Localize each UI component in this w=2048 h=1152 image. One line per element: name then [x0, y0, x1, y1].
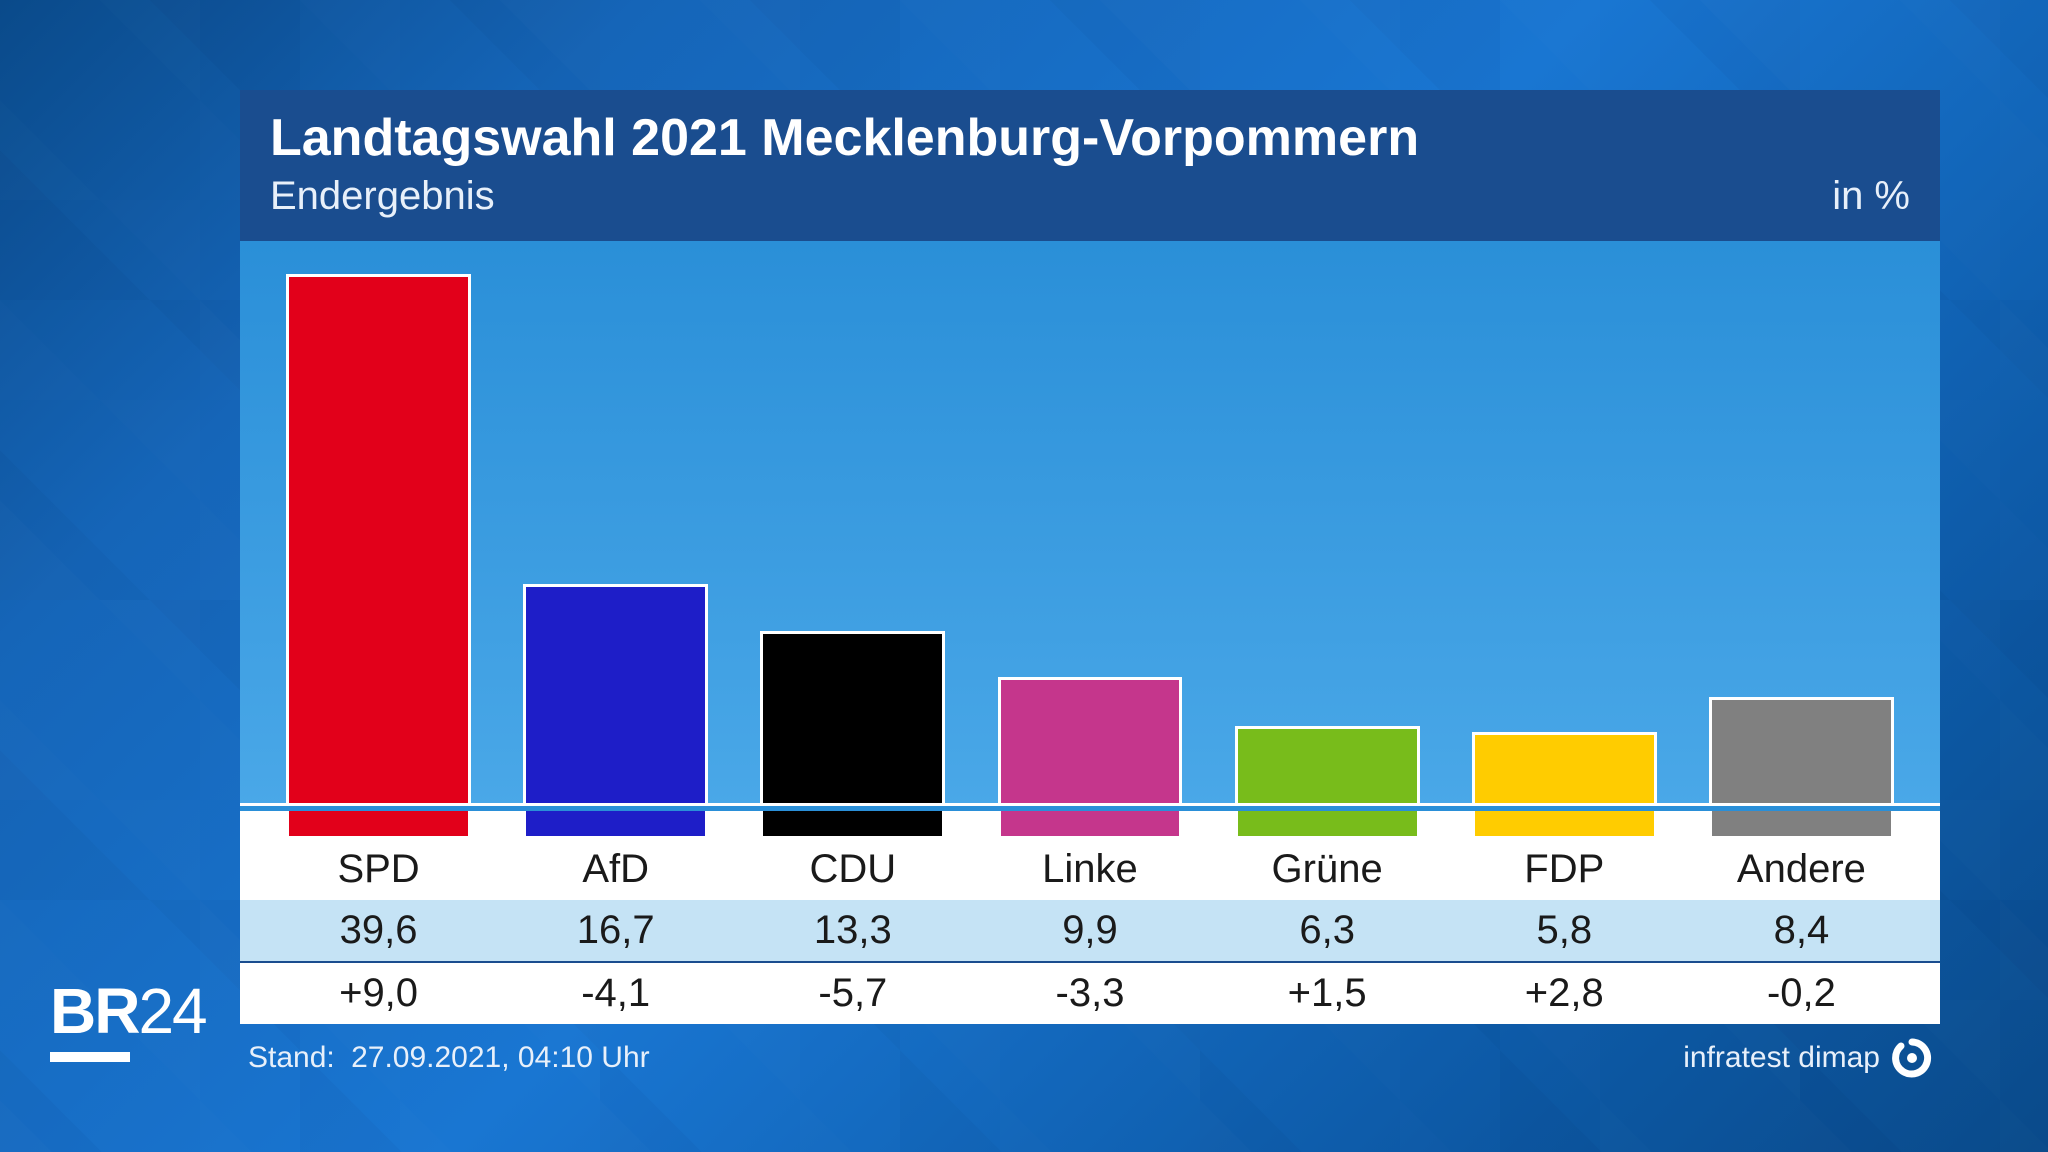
party-delta: +9,0: [260, 963, 497, 1024]
bar-afd: [523, 584, 708, 811]
bar-spd: [286, 274, 471, 811]
broadcaster-underline: [50, 1052, 130, 1062]
results-table: SPDAfDCDULinkeGrüneFDPAndere 39,616,713,…: [240, 839, 1940, 1024]
bar-wrap: [1683, 241, 1920, 811]
timestamp-label: Stand:: [248, 1041, 335, 1074]
party-name: Grüne: [1209, 839, 1446, 900]
party-value: 6,3: [1209, 900, 1446, 961]
bar-stub: [1235, 811, 1420, 839]
chart-subtitle: Endergebnis: [270, 174, 495, 219]
broadcaster-logo: BR24: [50, 974, 210, 1062]
bar-stub: [1472, 811, 1657, 839]
bar-andere: [1709, 697, 1894, 811]
bar-chart-area: [240, 241, 1940, 811]
party-value: 16,7: [497, 900, 734, 961]
party-name: CDU: [734, 839, 971, 900]
party-delta: -5,7: [734, 963, 971, 1024]
chart-footer: Stand: 27.09.2021, 04:10 Uhr infratest d…: [240, 1024, 1940, 1078]
party-value: 9,9: [971, 900, 1208, 961]
bar-stub: [1709, 811, 1894, 839]
bar-grüne: [1235, 726, 1420, 812]
party-name: SPD: [260, 839, 497, 900]
bar-wrap: [1446, 241, 1683, 811]
bar-stub-row: [240, 811, 1940, 839]
stub-wrap: [260, 811, 497, 839]
table-row-names: SPDAfDCDULinkeGrüneFDPAndere: [240, 839, 1940, 900]
party-name: Linke: [971, 839, 1208, 900]
table-row-delta: +9,0-4,1-5,7-3,3+1,5+2,8-0,2: [240, 961, 1940, 1024]
chart-title: Landtagswahl 2021 Mecklenburg-Vorpommern: [270, 108, 1910, 168]
timestamp-value: 27.09.2021, 04:10 Uhr: [351, 1041, 650, 1074]
bar-stub: [760, 811, 945, 839]
stub-wrap: [1683, 811, 1920, 839]
party-delta: -3,3: [971, 963, 1208, 1024]
bar-stub: [523, 811, 708, 839]
bar-stub: [998, 811, 1183, 839]
party-delta: +1,5: [1209, 963, 1446, 1024]
chart-header: Landtagswahl 2021 Mecklenburg-Vorpommern…: [240, 90, 1940, 241]
party-name: AfD: [497, 839, 734, 900]
party-delta: -4,1: [497, 963, 734, 1024]
party-value: 13,3: [734, 900, 971, 961]
bar-fdp: [1472, 732, 1657, 811]
bar-cdu: [760, 631, 945, 812]
stub-wrap: [497, 811, 734, 839]
election-chart-panel: Landtagswahl 2021 Mecklenburg-Vorpommern…: [240, 90, 1940, 1078]
table-row-values: 39,616,713,39,96,35,88,4: [240, 900, 1940, 961]
infratest-dimap-icon: [1892, 1038, 1932, 1078]
chart-unit: in %: [1832, 174, 1910, 219]
broadcaster-prefix: BR: [50, 975, 138, 1047]
bar-wrap: [1209, 241, 1446, 811]
party-value: 5,8: [1446, 900, 1683, 961]
stub-wrap: [734, 811, 971, 839]
stub-wrap: [971, 811, 1208, 839]
source-name: infratest dimap: [1683, 1041, 1880, 1075]
party-name: Andere: [1683, 839, 1920, 900]
party-name: FDP: [1446, 839, 1683, 900]
source-attribution: infratest dimap: [1683, 1038, 1932, 1078]
party-delta: +2,8: [1446, 963, 1683, 1024]
party-delta: -0,2: [1683, 963, 1920, 1024]
bar-wrap: [734, 241, 971, 811]
bar-wrap: [260, 241, 497, 811]
broadcaster-suffix: 24: [138, 975, 205, 1047]
stub-wrap: [1209, 811, 1446, 839]
bar-wrap: [497, 241, 734, 811]
bar-linke: [998, 677, 1183, 811]
bar-stub: [286, 811, 471, 839]
stub-wrap: [1446, 811, 1683, 839]
party-value: 39,6: [260, 900, 497, 961]
bar-wrap: [971, 241, 1208, 811]
party-value: 8,4: [1683, 900, 1920, 961]
